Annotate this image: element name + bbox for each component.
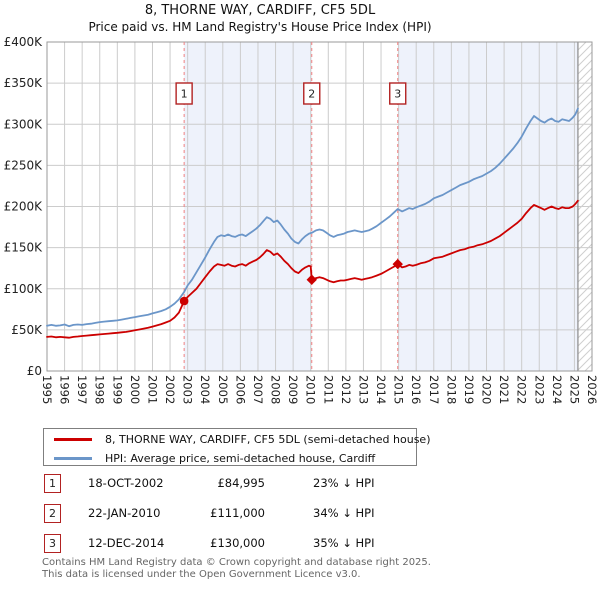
- y-axis-label: £350K: [4, 76, 44, 90]
- x-axis-label: 2008: [269, 375, 283, 404]
- sale-date: 22-JAN-2010: [88, 506, 161, 520]
- x-axis-label: 1999: [110, 375, 124, 404]
- sale-vs-hpi: 34% ↓ HPI: [313, 506, 375, 520]
- legend-row-property: 8, THORNE WAY, CARDIFF, CF5 5DL (semi-de…: [44, 430, 431, 448]
- y-axis-label: £150K: [4, 241, 44, 255]
- x-axis-label: 2026: [585, 375, 599, 404]
- sale-number-box: 3: [44, 534, 61, 553]
- y-axis-label: £0: [27, 364, 42, 378]
- y-axis-label: £400K: [4, 36, 44, 49]
- sale-vs-hpi: 23% ↓ HPI: [313, 476, 375, 490]
- sale-date: 12-DEC-2014: [88, 536, 165, 550]
- sale-price: £130,000: [210, 536, 265, 550]
- x-axis-label: 2003: [181, 375, 195, 404]
- footer-line-2: This data is licensed under the Open Gov…: [42, 568, 361, 580]
- chart-legend: 8, THORNE WAY, CARDIFF, CF5 5DL (semi-de…: [43, 428, 431, 467]
- x-axis-label: 2019: [462, 375, 476, 404]
- legend-property-label: 8, THORNE WAY, CARDIFF, CF5 5DL (semi-de…: [105, 432, 431, 446]
- hpi-line-swatch: [54, 456, 92, 460]
- sale-number: 2: [308, 88, 315, 101]
- sale-marker: [392, 258, 403, 270]
- future-hatch-region: [577, 42, 592, 371]
- x-axis-label: 2001: [145, 375, 159, 404]
- x-axis-label: 2023: [532, 375, 546, 404]
- sale-price: £84,995: [217, 476, 265, 490]
- x-axis-label: 1996: [58, 375, 72, 404]
- sale-vs-hpi: 35% ↓ HPI: [313, 536, 375, 550]
- x-axis-label: 2020: [480, 375, 494, 404]
- sale-number-box: 2: [44, 504, 61, 523]
- x-axis-label: 2021: [497, 375, 511, 404]
- sale-marker: [179, 296, 189, 306]
- property-line-swatch: [54, 437, 92, 441]
- chart-header: 8, THORNE WAY, CARDIFF, CF5 5DL Price pa…: [0, 2, 520, 35]
- x-axis-label: 2010: [304, 375, 318, 404]
- sale-date: 18-OCT-2002: [88, 476, 164, 490]
- x-axis-label: 2018: [444, 375, 458, 404]
- sale-marker: [306, 274, 317, 285]
- page-subtitle: Price paid vs. HM Land Registry's House …: [88, 20, 432, 34]
- y-axis-label: £300K: [4, 117, 44, 131]
- x-axis-label: 2015: [392, 375, 406, 404]
- sale-price: £111,000: [210, 506, 265, 520]
- x-axis-label: 2014: [374, 375, 388, 404]
- x-axis-label: 1997: [75, 375, 89, 404]
- sale-row-1: 1 18-OCT-2002 £84,995 23% ↓ HPI: [0, 474, 600, 496]
- footer-line-1: Contains HM Land Registry data © Crown c…: [42, 557, 431, 568]
- x-axis-label: 2022: [515, 375, 529, 404]
- x-axis-label: 1998: [93, 375, 107, 404]
- sale-number-box: [175, 82, 193, 105]
- x-axis-label: 2002: [163, 375, 177, 404]
- x-axis-label: 2007: [251, 375, 265, 404]
- price-history-chart: 1 2 3 £0 £50K £100K £150K £200K £250K £300K £350K £…: [4, 36, 599, 404]
- sale-number-box: [303, 82, 321, 105]
- x-axis-label: 2016: [409, 375, 423, 404]
- x-axis-label: 2006: [233, 375, 247, 404]
- x-axis-label: 2024: [550, 375, 564, 404]
- y-axis-label: £50K: [11, 323, 43, 337]
- x-axis-label: 2013: [356, 375, 370, 404]
- x-axis-label: 2025: [567, 375, 581, 404]
- hpi-line: [46, 107, 579, 328]
- sale-row-2: 2 22-JAN-2010 £111,000 34% ↓ HPI: [0, 504, 600, 526]
- plot-border: [46, 41, 593, 372]
- sale-row-3: 3 12-DEC-2014 £130,000 35% ↓ HPI: [0, 534, 600, 556]
- y-axis-label: £200K: [4, 200, 44, 214]
- sale-number-box: [389, 82, 407, 105]
- sale-number: 3: [394, 88, 401, 101]
- x-axis-label: 1995: [40, 375, 54, 404]
- x-axis-label: 2009: [286, 375, 300, 404]
- x-axis-label: 2000: [128, 375, 142, 404]
- y-axis-label: £250K: [4, 158, 44, 172]
- sale-number-box: 1: [44, 474, 61, 493]
- legend-row-hpi: HPI: Average price, semi-detached house,…: [44, 449, 416, 467]
- sale-number: 1: [181, 88, 188, 101]
- y-axis-label: £100K: [4, 282, 44, 296]
- x-axis-label: 2004: [198, 375, 212, 404]
- x-axis-label: 2017: [427, 375, 441, 404]
- x-axis-label: 2012: [339, 375, 353, 404]
- legend-hpi-label: HPI: Average price, semi-detached house,…: [105, 451, 376, 465]
- license-footer: Contains HM Land Registry data © Crown c…: [42, 557, 431, 580]
- x-axis-label: 2005: [216, 375, 230, 404]
- x-axis-label: 2011: [321, 375, 335, 404]
- page-title: 8, THORNE WAY, CARDIFF, CF5 5DL: [144, 3, 376, 18]
